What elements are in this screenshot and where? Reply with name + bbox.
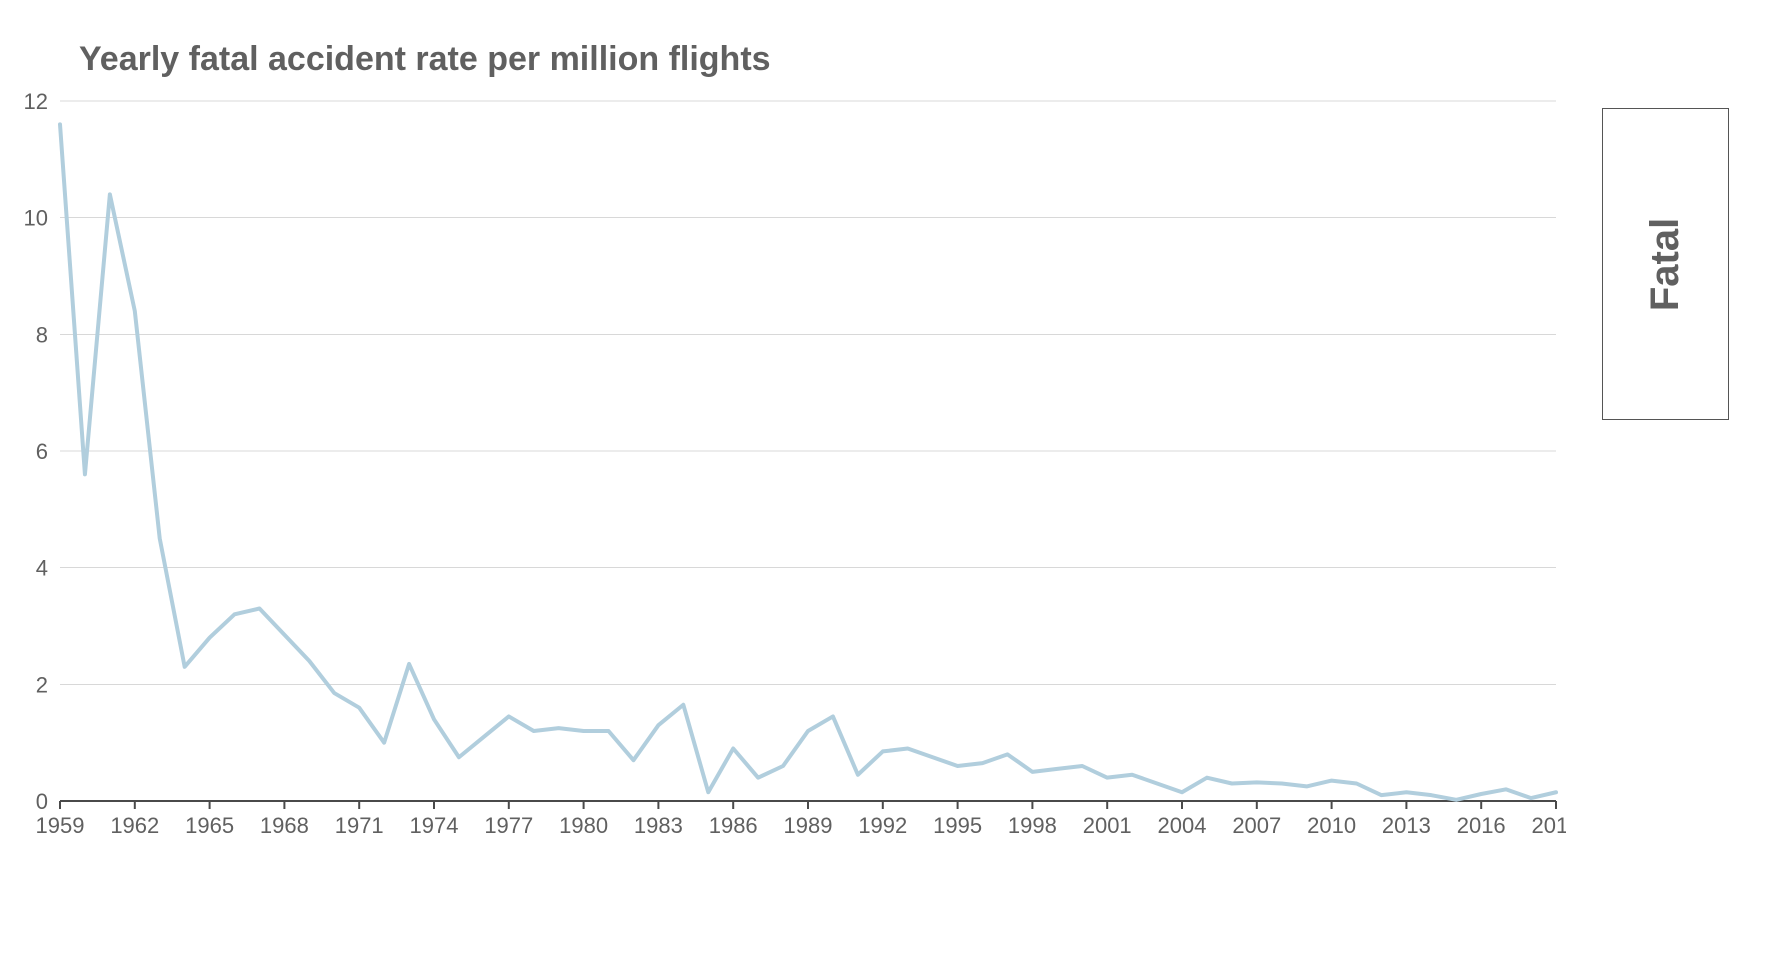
- x-tick-label: 1986: [709, 813, 758, 838]
- y-tick-label: 2: [36, 672, 48, 697]
- x-tick-label: 1971: [335, 813, 384, 838]
- legend: Fatal: [1602, 108, 1729, 420]
- x-tick-label: 2001: [1083, 813, 1132, 838]
- x-tick-label: 1992: [858, 813, 907, 838]
- y-tick-label: 0: [36, 789, 48, 814]
- x-tick-label: 1968: [260, 813, 309, 838]
- y-tick-label: 8: [36, 322, 48, 347]
- x-tick-label: 1962: [110, 813, 159, 838]
- x-tick-label: 1965: [185, 813, 234, 838]
- chart-title: Yearly fatal accident rate per million f…: [79, 40, 771, 79]
- y-tick-label: 6: [36, 439, 48, 464]
- x-tick-label: 1983: [634, 813, 683, 838]
- line-chart: 024681012 195919621965196819711974197719…: [10, 91, 1566, 851]
- y-tick-label: 4: [36, 556, 48, 581]
- x-tick-label: 2013: [1382, 813, 1431, 838]
- x-tick-label: 2007: [1232, 813, 1281, 838]
- y-axis-ticks: 0 2 4 6 8 10 12: [24, 91, 48, 814]
- x-tick-label: 2004: [1158, 813, 1207, 838]
- x-tick-label: 1995: [933, 813, 982, 838]
- x-tick-label: 1989: [784, 813, 833, 838]
- x-tick-label: 1998: [1008, 813, 1057, 838]
- y-tick-label: 12: [24, 91, 48, 114]
- x-tick-label: 1974: [410, 813, 459, 838]
- series-fatal: [60, 124, 1556, 800]
- x-tick-label: 1959: [36, 813, 85, 838]
- x-axis-ticks: 1959 1962 1965 1968 1971 1974 1977 1980 1983 1986…: [36, 801, 1566, 838]
- x-tick-label: 1977: [484, 813, 533, 838]
- legend-label: Fatal: [1643, 217, 1688, 310]
- x-tick-label: 2010: [1307, 813, 1356, 838]
- x-tick-label: 2016: [1457, 813, 1506, 838]
- x-tick-label: 2019: [1532, 813, 1566, 838]
- y-tick-label: 10: [24, 206, 48, 231]
- grid: [60, 101, 1556, 684]
- x-tick-label: 1980: [559, 813, 608, 838]
